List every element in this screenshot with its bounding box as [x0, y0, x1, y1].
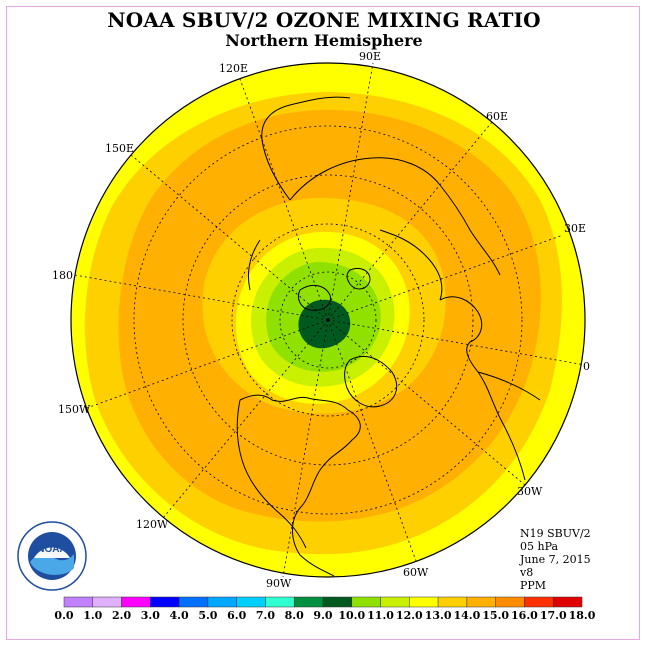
info-satellite: N19 SBUV/2 [520, 527, 591, 540]
info-panel: N19 SBUV/2 05 hPa June 7, 2015 v8 PPM [520, 527, 591, 592]
lon-label-60e: 60E [486, 110, 508, 123]
field-15-16ppm [118, 109, 541, 522]
lat-circle-70 [231, 223, 425, 417]
coast-asia [261, 96, 501, 276]
info-units: PPM [520, 579, 547, 592]
info-date: June 7, 2015 [520, 553, 591, 566]
ozone-field [71, 63, 585, 577]
meridian-0 [327, 319, 586, 366]
lon-label-150w: 150W [58, 403, 91, 416]
logo-wave [30, 552, 74, 575]
lon-label-60w: 60W [403, 566, 429, 579]
coastlines [236, 96, 541, 577]
logo-bird [34, 547, 70, 558]
lat-circle-80 [279, 271, 377, 369]
noaa-logo: NOAA [17, 521, 87, 591]
lat-circle-60 [182, 174, 474, 466]
globe-outline [70, 62, 586, 578]
coast-north-america [236, 394, 361, 577]
lon-label-90e: 90E [359, 50, 381, 63]
info-version: v8 [520, 566, 534, 579]
lon-label-120w: 120W [136, 518, 169, 531]
lat-circle-50 [133, 125, 523, 515]
meridian-90w [282, 319, 329, 578]
lon-label-30e: 30E [564, 222, 586, 235]
map-subtitle: Northern Hemisphere [225, 31, 423, 50]
lon-label-180: 180 [52, 269, 73, 282]
lon-label-120e: 120E [219, 62, 248, 75]
coast-greenland [344, 356, 398, 408]
meridian-90e [327, 62, 374, 321]
meridian-30e [327, 234, 564, 321]
lon-label-30w: 30W [517, 485, 543, 498]
logo-text: NOAA [37, 544, 66, 555]
info-level: 05 hPa [520, 540, 559, 553]
coast-europe-africa [439, 296, 541, 481]
page-frame [6, 6, 640, 640]
graticule [74, 62, 586, 578]
lon-label-150e: 150E [105, 142, 134, 155]
lon-label-0: 0 [583, 360, 590, 373]
map-title: NOAA SBUV/2 OZONE MIXING RATIO [107, 8, 541, 32]
lon-label-90w: 90W [266, 577, 292, 590]
